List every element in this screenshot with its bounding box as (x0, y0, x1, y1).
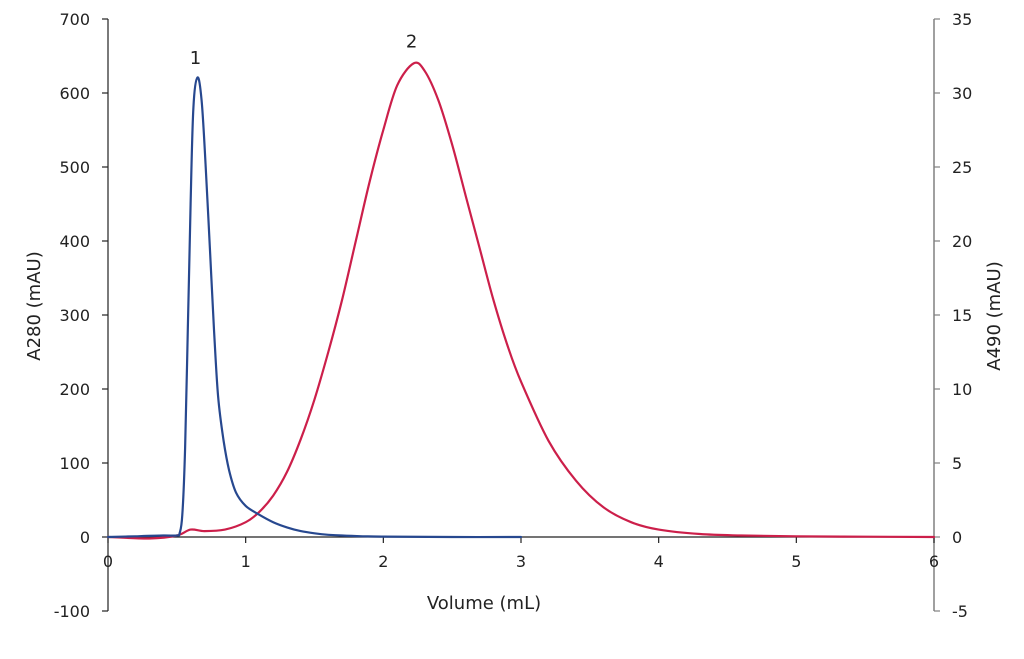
y-tick-label: 200 (59, 380, 90, 399)
y-tick-label: 600 (59, 84, 90, 103)
axes (102, 18, 940, 612)
y2-tick-label: 10 (952, 380, 972, 399)
series-line-a280 (106, 76, 523, 539)
x-tick-label: 3 (516, 552, 526, 571)
x-tick-label: 5 (791, 552, 801, 571)
y-tick-label: 0 (80, 528, 90, 547)
y-tick-label: 700 (59, 10, 90, 29)
series-layer (106, 61, 936, 540)
peak-label-2: 2 (406, 32, 417, 53)
labels: -1000100200300400500600700-5051015202530… (24, 10, 1005, 621)
y-tick-label: 100 (59, 454, 90, 473)
y2-axis-title: A490 (mAU) (984, 261, 1005, 370)
series-line-a490 (106, 61, 936, 540)
x-tick-label: 0 (103, 552, 113, 571)
x-tick-label: 6 (929, 552, 939, 571)
x-tick-label: 2 (378, 552, 388, 571)
y2-tick-label: 25 (952, 158, 972, 177)
y2-tick-label: 30 (952, 84, 972, 103)
y-tick-label: 300 (59, 306, 90, 325)
y2-tick-label: 35 (952, 10, 972, 29)
y-axis-title: A280 (mAU) (24, 251, 45, 360)
y-tick-label: 500 (59, 158, 90, 177)
y-tick-label: 400 (59, 232, 90, 251)
peak-label-1: 1 (190, 48, 201, 69)
x-tick-label: 4 (654, 552, 664, 571)
x-tick-label: 1 (241, 552, 251, 571)
y-tick-label: -100 (54, 602, 90, 621)
y2-tick-label: 15 (952, 306, 972, 325)
y2-tick-label: 20 (952, 232, 972, 251)
x-axis-title: Volume (mL) (427, 593, 541, 614)
y2-tick-label: -5 (952, 602, 968, 621)
y2-tick-label: 0 (952, 528, 962, 547)
y2-tick-label: 5 (952, 454, 962, 473)
